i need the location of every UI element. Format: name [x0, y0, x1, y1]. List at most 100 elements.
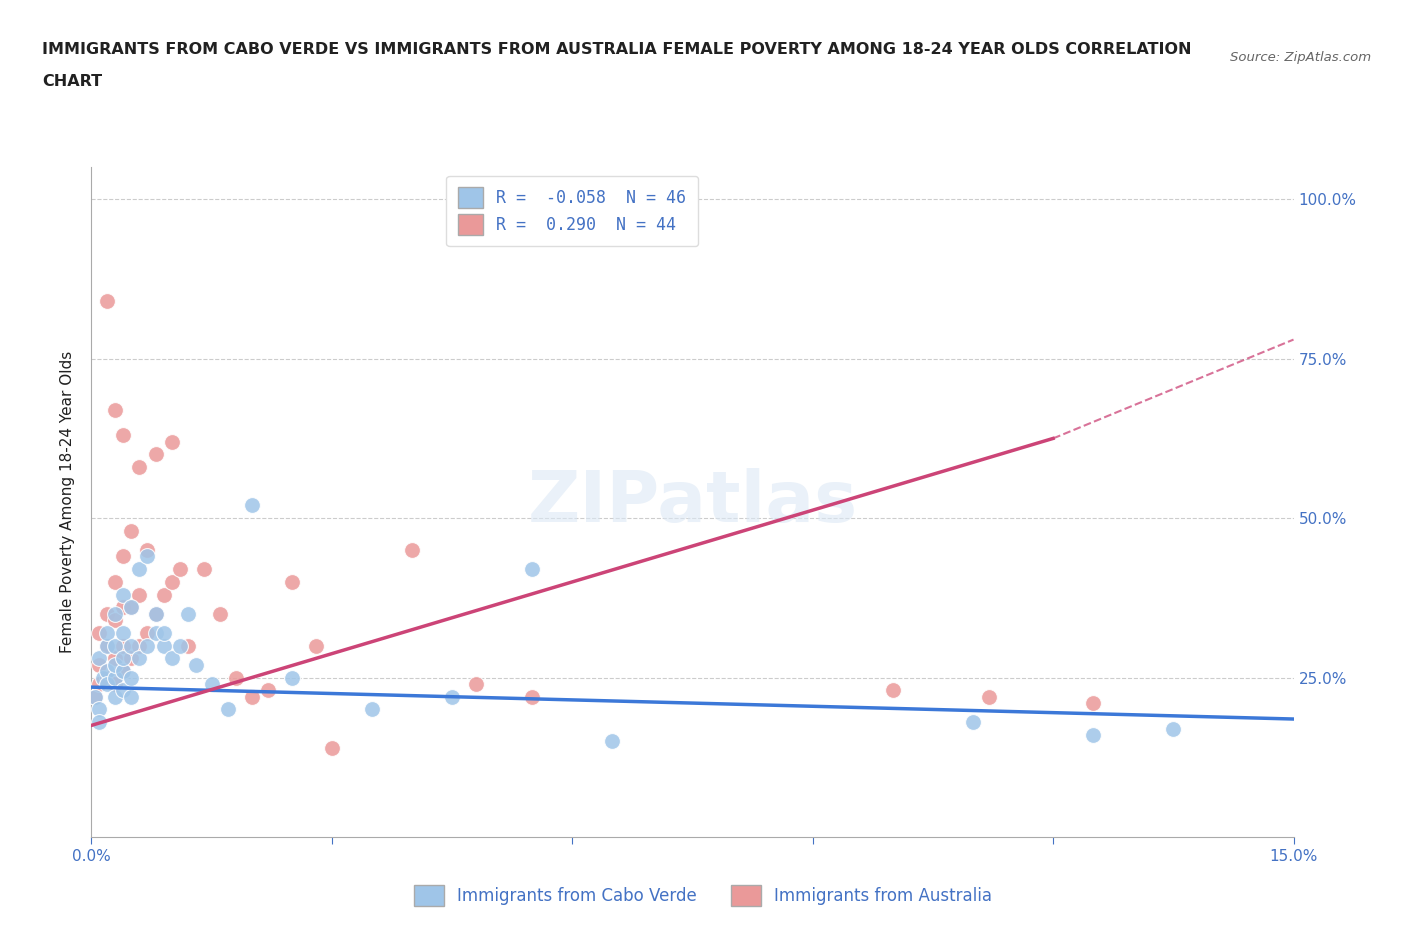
Text: ZIPatlas: ZIPatlas — [527, 468, 858, 537]
Point — [89, 658, 111, 672]
Point — [104, 676, 127, 691]
Legend: R =  -0.058  N = 46, R =  0.290  N = 44: R = -0.058 N = 46, R = 0.290 N = 44 — [447, 176, 697, 246]
Point — [160, 575, 183, 590]
Point — [121, 651, 143, 666]
Point — [96, 676, 118, 691]
Point — [104, 638, 127, 653]
Point — [602, 734, 624, 749]
Point — [145, 606, 167, 621]
Point — [89, 626, 111, 641]
Point — [522, 689, 544, 704]
Point — [121, 638, 143, 653]
Point — [128, 562, 150, 577]
Point — [169, 562, 191, 577]
Point — [176, 606, 198, 621]
Point — [256, 683, 278, 698]
Point — [281, 575, 304, 590]
Point — [104, 689, 127, 704]
Point — [112, 638, 135, 653]
Point — [84, 689, 107, 704]
Point — [128, 651, 150, 666]
Point — [217, 702, 239, 717]
Point — [93, 671, 115, 685]
Point — [121, 600, 143, 615]
Point — [96, 606, 118, 621]
Point — [176, 638, 198, 653]
Point — [96, 638, 118, 653]
Point — [465, 676, 488, 691]
Point — [104, 403, 127, 418]
Point — [104, 575, 127, 590]
Point — [440, 689, 463, 704]
Point — [96, 294, 118, 309]
Point — [977, 689, 1000, 704]
Point — [145, 447, 167, 462]
Point — [152, 626, 174, 641]
Legend: Immigrants from Cabo Verde, Immigrants from Australia: Immigrants from Cabo Verde, Immigrants f… — [408, 879, 998, 912]
Point — [401, 542, 423, 557]
Point — [112, 664, 135, 679]
Point — [112, 683, 135, 698]
Point — [84, 689, 107, 704]
Point — [136, 542, 159, 557]
Point — [136, 638, 159, 653]
Point — [193, 562, 215, 577]
Point — [104, 658, 127, 672]
Point — [112, 587, 135, 602]
Text: Source: ZipAtlas.com: Source: ZipAtlas.com — [1230, 51, 1371, 64]
Point — [112, 664, 135, 679]
Point — [96, 664, 118, 679]
Point — [136, 549, 159, 564]
Point — [145, 606, 167, 621]
Point — [882, 683, 904, 698]
Text: CHART: CHART — [42, 74, 103, 89]
Point — [281, 671, 304, 685]
Point — [1083, 696, 1105, 711]
Point — [121, 671, 143, 685]
Point — [121, 600, 143, 615]
Point — [962, 715, 984, 730]
Point — [104, 671, 127, 685]
Point — [112, 626, 135, 641]
Point — [145, 626, 167, 641]
Point — [152, 587, 174, 602]
Point — [112, 651, 135, 666]
Text: IMMIGRANTS FROM CABO VERDE VS IMMIGRANTS FROM AUSTRALIA FEMALE POVERTY AMONG 18-: IMMIGRANTS FROM CABO VERDE VS IMMIGRANTS… — [42, 42, 1192, 57]
Point — [240, 689, 263, 704]
Point — [522, 562, 544, 577]
Point — [128, 459, 150, 474]
Point — [96, 626, 118, 641]
Point — [89, 715, 111, 730]
Point — [160, 434, 183, 449]
Point — [360, 702, 382, 717]
Point — [121, 689, 143, 704]
Point — [112, 428, 135, 443]
Point — [121, 524, 143, 538]
Point — [104, 651, 127, 666]
Point — [184, 658, 207, 672]
Point — [104, 613, 127, 628]
Point — [201, 676, 224, 691]
Point — [240, 498, 263, 512]
Point — [104, 606, 127, 621]
Y-axis label: Female Poverty Among 18-24 Year Olds: Female Poverty Among 18-24 Year Olds — [60, 352, 76, 654]
Point — [1083, 727, 1105, 742]
Point — [128, 587, 150, 602]
Point — [321, 740, 343, 755]
Point — [1163, 721, 1185, 736]
Point — [305, 638, 328, 653]
Point — [160, 651, 183, 666]
Point — [169, 638, 191, 653]
Point — [152, 638, 174, 653]
Point — [89, 651, 111, 666]
Point — [112, 549, 135, 564]
Point — [128, 638, 150, 653]
Point — [136, 626, 159, 641]
Point — [112, 600, 135, 615]
Point — [89, 702, 111, 717]
Point — [96, 638, 118, 653]
Point — [89, 676, 111, 691]
Point — [208, 606, 231, 621]
Point — [96, 671, 118, 685]
Point — [225, 671, 247, 685]
